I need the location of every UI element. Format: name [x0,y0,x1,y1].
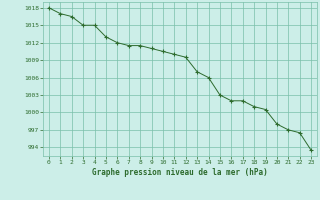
X-axis label: Graphe pression niveau de la mer (hPa): Graphe pression niveau de la mer (hPa) [92,168,268,177]
